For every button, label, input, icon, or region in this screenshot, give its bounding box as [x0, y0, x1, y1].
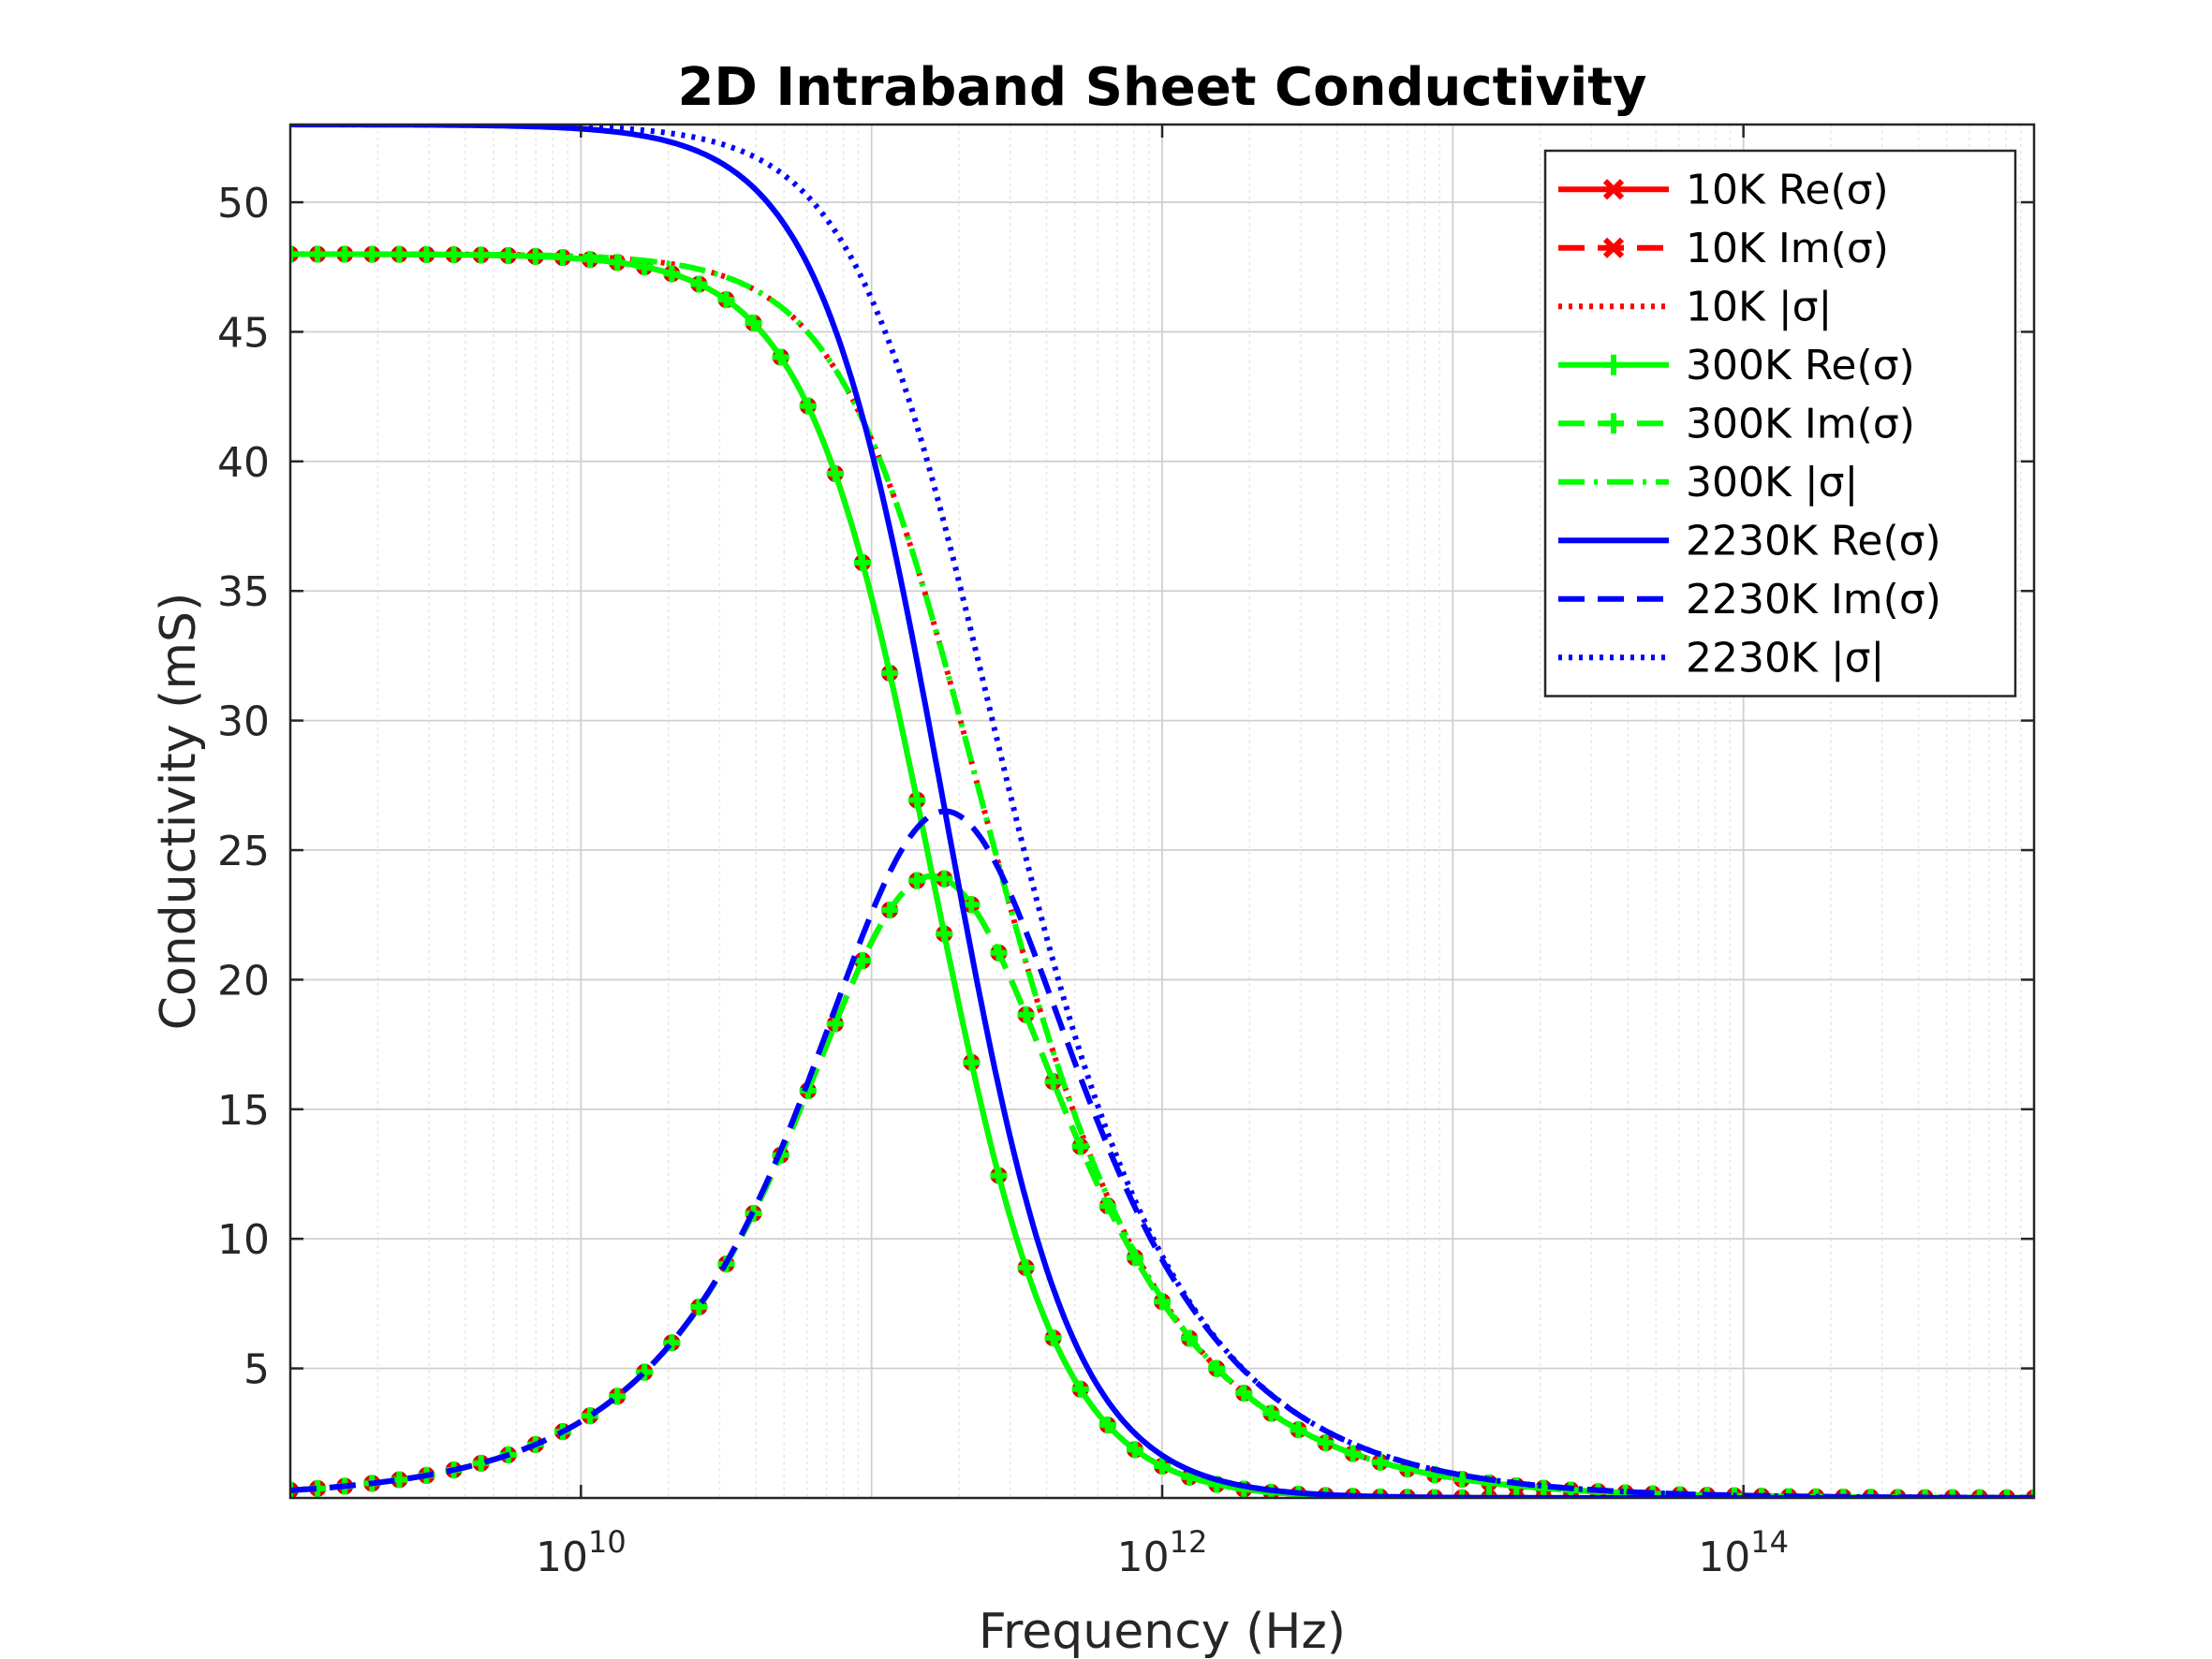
- data-point-plus-marker: [717, 291, 735, 309]
- x-tick-label: 1014: [1698, 1524, 1789, 1581]
- data-point-plus-marker: [936, 925, 953, 943]
- y-tick-label: 40: [217, 439, 270, 487]
- data-point-plus-marker: [1262, 1404, 1280, 1422]
- legend-label: 300K |σ|: [1686, 459, 1858, 507]
- data-point-plus-marker: [881, 665, 899, 683]
- legend-label: 2230K |σ|: [1686, 634, 1884, 682]
- legend-entry: 300K Im(σ): [1558, 400, 1915, 448]
- legend-entry: 2230K Im(σ): [1558, 576, 1941, 624]
- legend-label: 300K Im(σ): [1686, 400, 1915, 448]
- legend: 10K Re(σ) 10K Im(σ) 10K |σ| 300K Re(σ) 300K …: [1543, 149, 2017, 697]
- y-tick-label: 30: [217, 698, 270, 746]
- data-point-plus-marker: [636, 1363, 654, 1381]
- data-point-plus-marker: [1044, 1073, 1062, 1091]
- data-point-plus-marker: [663, 265, 681, 283]
- legend-label: 10K Re(σ): [1686, 166, 1889, 213]
- data-point-plus-marker: [1044, 1329, 1062, 1347]
- data-point-plus-marker: [1017, 1258, 1035, 1276]
- data-point-plus-marker: [881, 902, 899, 919]
- legend-entry: 2230K |σ|: [1558, 634, 1884, 682]
- y-tick-label: 45: [217, 309, 270, 357]
- x-tick-label: 1012: [1117, 1524, 1208, 1581]
- legend-marker-x: [1602, 179, 1625, 200]
- data-point-plus-marker: [990, 944, 1008, 962]
- data-point-plus-marker: [1017, 1006, 1035, 1023]
- data-point-plus-marker: [908, 872, 926, 889]
- data-point-plus-marker: [609, 1387, 627, 1405]
- data-point-plus-marker: [826, 464, 844, 482]
- y-tick-label: 5: [243, 1346, 270, 1394]
- legend-marker-x: [1602, 237, 1625, 258]
- legend-entry: 300K Re(σ): [1558, 342, 1915, 389]
- y-tick-label: 15: [217, 1087, 270, 1135]
- legend-entry: 2230K Re(σ): [1558, 517, 1941, 565]
- data-point-plus-marker: [663, 1334, 681, 1352]
- y-tick-label: 50: [217, 180, 270, 228]
- chart-title: 2D Intraband Sheet Conductivity: [677, 57, 1646, 118]
- legend-entry: 10K Re(σ): [1558, 166, 1889, 213]
- y-tick-label: 25: [217, 828, 270, 875]
- y-axis-label: Conductivity (mS): [151, 593, 207, 1031]
- data-point-plus-marker: [799, 397, 817, 415]
- data-point-plus-marker: [963, 896, 981, 914]
- data-point-plus-marker: [772, 348, 789, 366]
- y-tick-label: 35: [217, 568, 270, 616]
- data-point-plus-marker: [609, 254, 627, 272]
- data-point-plus-marker: [1099, 1417, 1116, 1434]
- data-point-plus-marker: [582, 1407, 599, 1425]
- y-tick-label: 10: [217, 1216, 270, 1264]
- data-point-plus-marker: [745, 315, 762, 332]
- data-point-plus-marker: [963, 1053, 981, 1071]
- data-point-plus-marker: [990, 1167, 1008, 1184]
- legend-marker-plus: [1603, 413, 1624, 434]
- data-point-plus-marker: [853, 952, 871, 970]
- legend-entry: 300K |σ|: [1558, 459, 1858, 507]
- legend-label: 300K Re(σ): [1686, 342, 1915, 389]
- x-tick-label: 1010: [536, 1524, 627, 1581]
- legend-label: 2230K Re(σ): [1686, 517, 1941, 565]
- series-300K-Abs: [290, 251, 2034, 1498]
- data-point-plus-marker: [853, 554, 871, 572]
- data-point-plus-marker: [690, 275, 708, 293]
- data-point-plus-marker: [908, 791, 926, 809]
- legend-label: 2230K Im(σ): [1686, 576, 1941, 624]
- legend-label: 10K |σ|: [1686, 283, 1832, 330]
- data-point-plus-marker: [1154, 1458, 1171, 1475]
- data-point-plus-marker: [1071, 1380, 1089, 1398]
- axis-ticks: 5 10 15 20 25 30 35 40 45 50 1010 1012 1014: [217, 125, 2034, 1581]
- legend-entry: 10K Im(σ): [1558, 225, 1889, 272]
- data-point-plus-marker: [936, 870, 953, 888]
- legend-entry: 10K |σ|: [1558, 283, 1832, 330]
- data-point-plus-marker: [1235, 1385, 1253, 1402]
- x-axis-label: Frequency (Hz): [979, 1604, 1346, 1659]
- data-point-plus-marker: [1126, 1441, 1143, 1459]
- legend-marker-plus: [1603, 354, 1624, 375]
- y-tick-label: 20: [217, 957, 270, 1005]
- series-line: [290, 251, 2034, 1498]
- legend-label: 10K Im(σ): [1686, 225, 1889, 272]
- data-point-plus-marker: [826, 1015, 844, 1033]
- data-point-plus-marker: [690, 1299, 708, 1316]
